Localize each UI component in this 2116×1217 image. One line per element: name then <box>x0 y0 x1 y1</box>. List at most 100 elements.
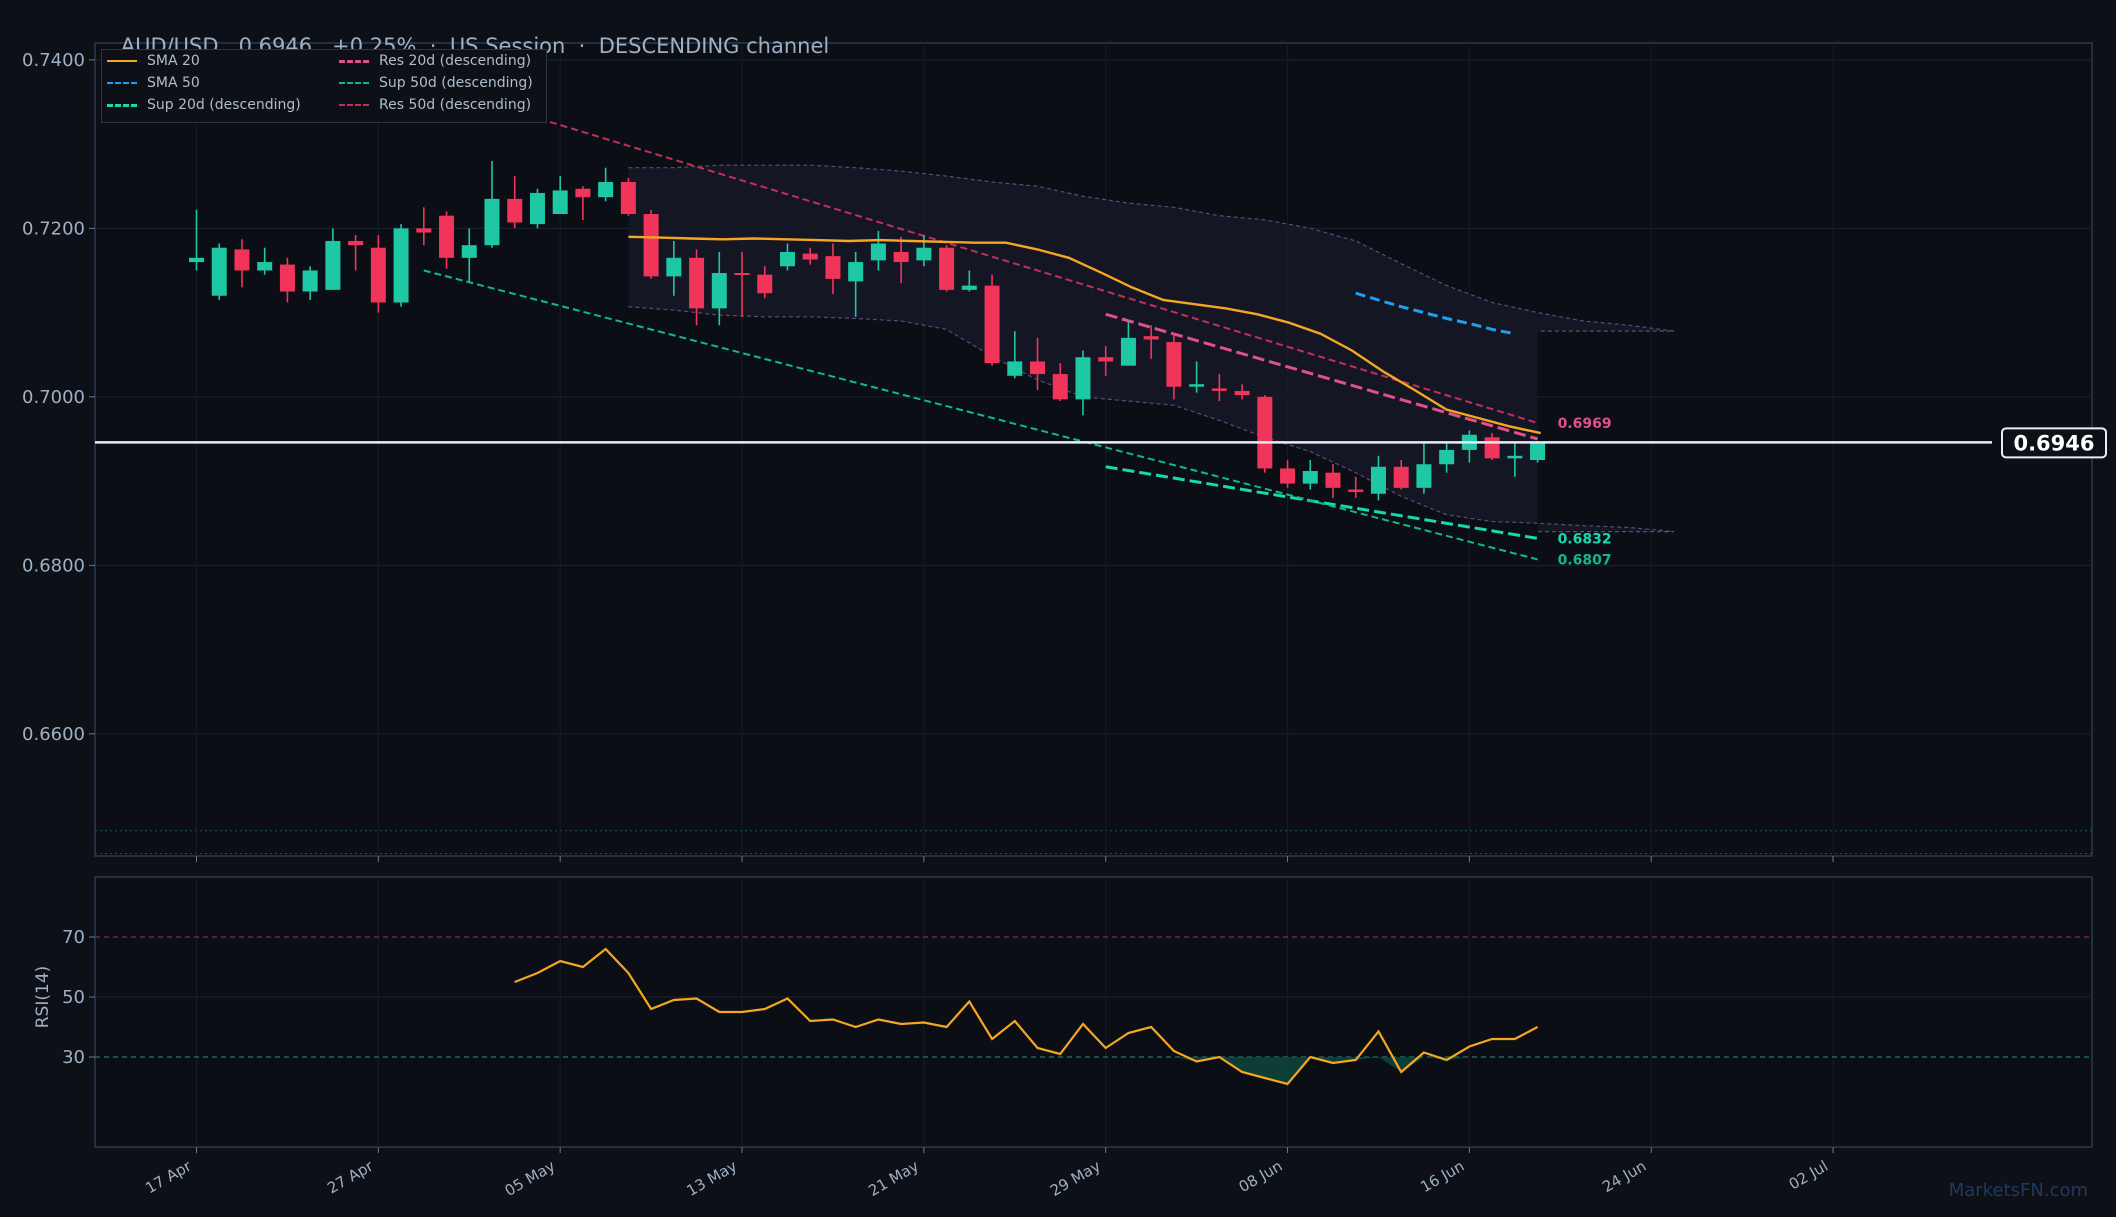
candle-body <box>734 272 750 275</box>
candle-body <box>1484 437 1500 459</box>
x-tick-label: 27 Apr <box>324 1156 377 1197</box>
rsi-y-tick-label: 50 <box>62 987 85 1008</box>
candle-body <box>348 240 364 246</box>
price-y-tick-label: 0.6600 <box>22 724 85 745</box>
legend-item: Sup 20d (descending) <box>107 97 301 113</box>
candle-body <box>1120 337 1136 366</box>
x-tick-label: 17 Apr <box>142 1156 195 1197</box>
candle-body <box>1007 361 1023 376</box>
legend-item: Res 20d (descending) <box>339 53 531 69</box>
trendline <box>423 82 1538 424</box>
candle-body <box>211 247 227 296</box>
candle-body <box>552 190 568 215</box>
price-y-tick-label: 0.7200 <box>22 218 85 239</box>
candle-body <box>893 251 909 263</box>
legend-item: SMA 20 <box>107 53 200 69</box>
candle-body <box>507 198 523 223</box>
trendline-value-label: 0.6832 <box>1558 531 1612 547</box>
candle-body <box>416 228 432 233</box>
candle-body <box>1393 466 1409 488</box>
candle-body <box>1189 384 1205 387</box>
candle-body <box>666 257 682 277</box>
last-price-label: 0.6946 <box>2013 431 2094 455</box>
candle-body <box>802 253 818 260</box>
candle-body <box>325 240 341 290</box>
candle-body <box>302 270 318 292</box>
channel-label: DESCENDING channel <box>598 34 830 58</box>
legend-swatch <box>107 103 137 107</box>
candle-body <box>1325 472 1341 488</box>
candle-body <box>1302 470 1318 484</box>
legend-item: SMA 50 <box>107 75 200 91</box>
candle-body <box>189 257 204 263</box>
x-tick-label: 13 May <box>683 1157 740 1200</box>
legend-label: Res 50d (descending) <box>379 97 532 113</box>
legend-label: Res 20d (descending) <box>379 53 532 69</box>
candle-body <box>825 256 841 279</box>
candle-body <box>620 182 636 215</box>
rsi-panel <box>94 876 2093 1148</box>
price-y-tick-label: 0.7400 <box>22 50 85 71</box>
candle-body <box>711 272 727 309</box>
candle-body <box>1098 357 1114 362</box>
watermark: MarketsFN.com <box>1948 1180 2088 1201</box>
candle-body <box>529 192 545 225</box>
candle-body <box>757 274 773 294</box>
trendline-value-label: 0.6969 <box>1558 416 1612 432</box>
legend-item: Res 50d (descending) <box>339 97 531 113</box>
x-tick-label: 05 May <box>502 1157 559 1200</box>
candle-body <box>279 264 295 292</box>
candle-body <box>848 262 864 282</box>
candle-body <box>1166 342 1182 387</box>
candle-body <box>1257 396 1273 469</box>
legend-label: SMA 20 <box>147 53 200 69</box>
legend-item: Sup 50d (descending) <box>339 75 533 91</box>
last-price-tag <box>2001 427 2107 459</box>
candle-body <box>1348 489 1364 493</box>
candle-body <box>1416 464 1432 488</box>
x-tick-label: 21 May <box>865 1157 922 1200</box>
candle-body <box>1052 374 1068 400</box>
rsi-y-tick-label: 70 <box>62 927 85 948</box>
sma20-line <box>628 235 1541 435</box>
x-tick-label: 16 Jun <box>1417 1157 1467 1196</box>
trendline <box>423 269 1538 561</box>
candle-body <box>870 243 886 261</box>
candle-body <box>598 182 614 198</box>
candle-body <box>961 285 977 290</box>
legend-label: SMA 50 <box>147 75 200 91</box>
candle-body <box>689 257 705 309</box>
candle-body <box>257 262 273 271</box>
candle-body <box>1030 361 1046 375</box>
x-tick-label: 08 Jun <box>1236 1157 1286 1196</box>
candle-body <box>1143 336 1159 340</box>
candle-body <box>1530 442 1546 461</box>
candle-body <box>1075 357 1091 400</box>
candle-body <box>643 214 659 277</box>
rsi-line <box>514 947 1539 1086</box>
trendline <box>1105 465 1538 540</box>
candle-body <box>984 285 1000 364</box>
sma50-line <box>1355 291 1516 336</box>
candle-body <box>1234 390 1250 396</box>
price-y-tick-label: 0.6800 <box>22 555 85 576</box>
candle-body <box>1211 388 1227 391</box>
candle-body <box>1280 468 1296 484</box>
chart-legend: SMA 20 SMA 50 Sup 20d (descending) Res 20d … <box>101 49 547 123</box>
legend-swatch <box>107 82 137 84</box>
legend-label: Sup 20d (descending) <box>147 97 301 113</box>
rsi-axis-label: RSI(14) <box>33 966 53 1029</box>
rsi-oversold-fill <box>514 1057 1538 1084</box>
candle-body <box>1439 449 1455 465</box>
x-tick-label: 29 May <box>1047 1157 1104 1200</box>
price-y-tick-label: 0.7000 <box>22 387 85 408</box>
candle-body <box>939 247 955 290</box>
candle-body <box>779 251 795 267</box>
trendline <box>1105 312 1538 441</box>
price-panel <box>94 42 2093 857</box>
legend-swatch <box>339 104 369 106</box>
candle-body <box>1370 466 1386 494</box>
x-tick-label: 24 Jun <box>1599 1157 1649 1196</box>
